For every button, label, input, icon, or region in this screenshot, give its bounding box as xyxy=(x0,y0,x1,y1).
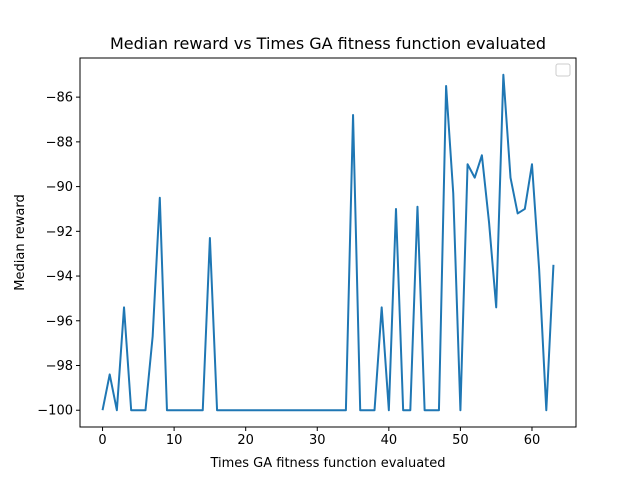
x-tick-label: 50 xyxy=(452,433,469,448)
y-axis-ticks: −100 −98 −96 −94 −92 −90 −88 −86 xyxy=(37,91,80,419)
y-tick-label: −92 xyxy=(46,225,73,240)
series-lines xyxy=(101,73,555,412)
x-axis-ticks: 0 10 20 30 40 50 60 xyxy=(98,427,540,448)
y-tick-label: −90 xyxy=(46,180,73,195)
legend-box xyxy=(555,63,571,77)
x-tick-label: 10 xyxy=(166,433,183,448)
plot-frame xyxy=(79,57,577,428)
y-tick-label: −96 xyxy=(46,314,73,329)
x-tick-label: 40 xyxy=(381,433,398,448)
y-tick-label: −94 xyxy=(46,270,73,285)
series-line-0 xyxy=(101,73,555,412)
plot-area-background xyxy=(80,58,576,427)
x-tick-label: 30 xyxy=(309,433,326,448)
y-tick-label: −86 xyxy=(46,91,73,106)
x-tick-label: 60 xyxy=(524,433,541,448)
y-axis-label: Median reward xyxy=(13,194,28,290)
y-tick-label: −88 xyxy=(46,135,73,150)
y-tick-label: −100 xyxy=(37,404,73,419)
x-tick-label: 20 xyxy=(237,433,254,448)
x-axis-label: Times GA fitness function evaluated xyxy=(209,456,445,471)
y-tick-label: −98 xyxy=(46,359,73,374)
chart-title: Median reward vs Times GA fitness functi… xyxy=(110,34,546,53)
x-tick-label: 0 xyxy=(98,433,106,448)
